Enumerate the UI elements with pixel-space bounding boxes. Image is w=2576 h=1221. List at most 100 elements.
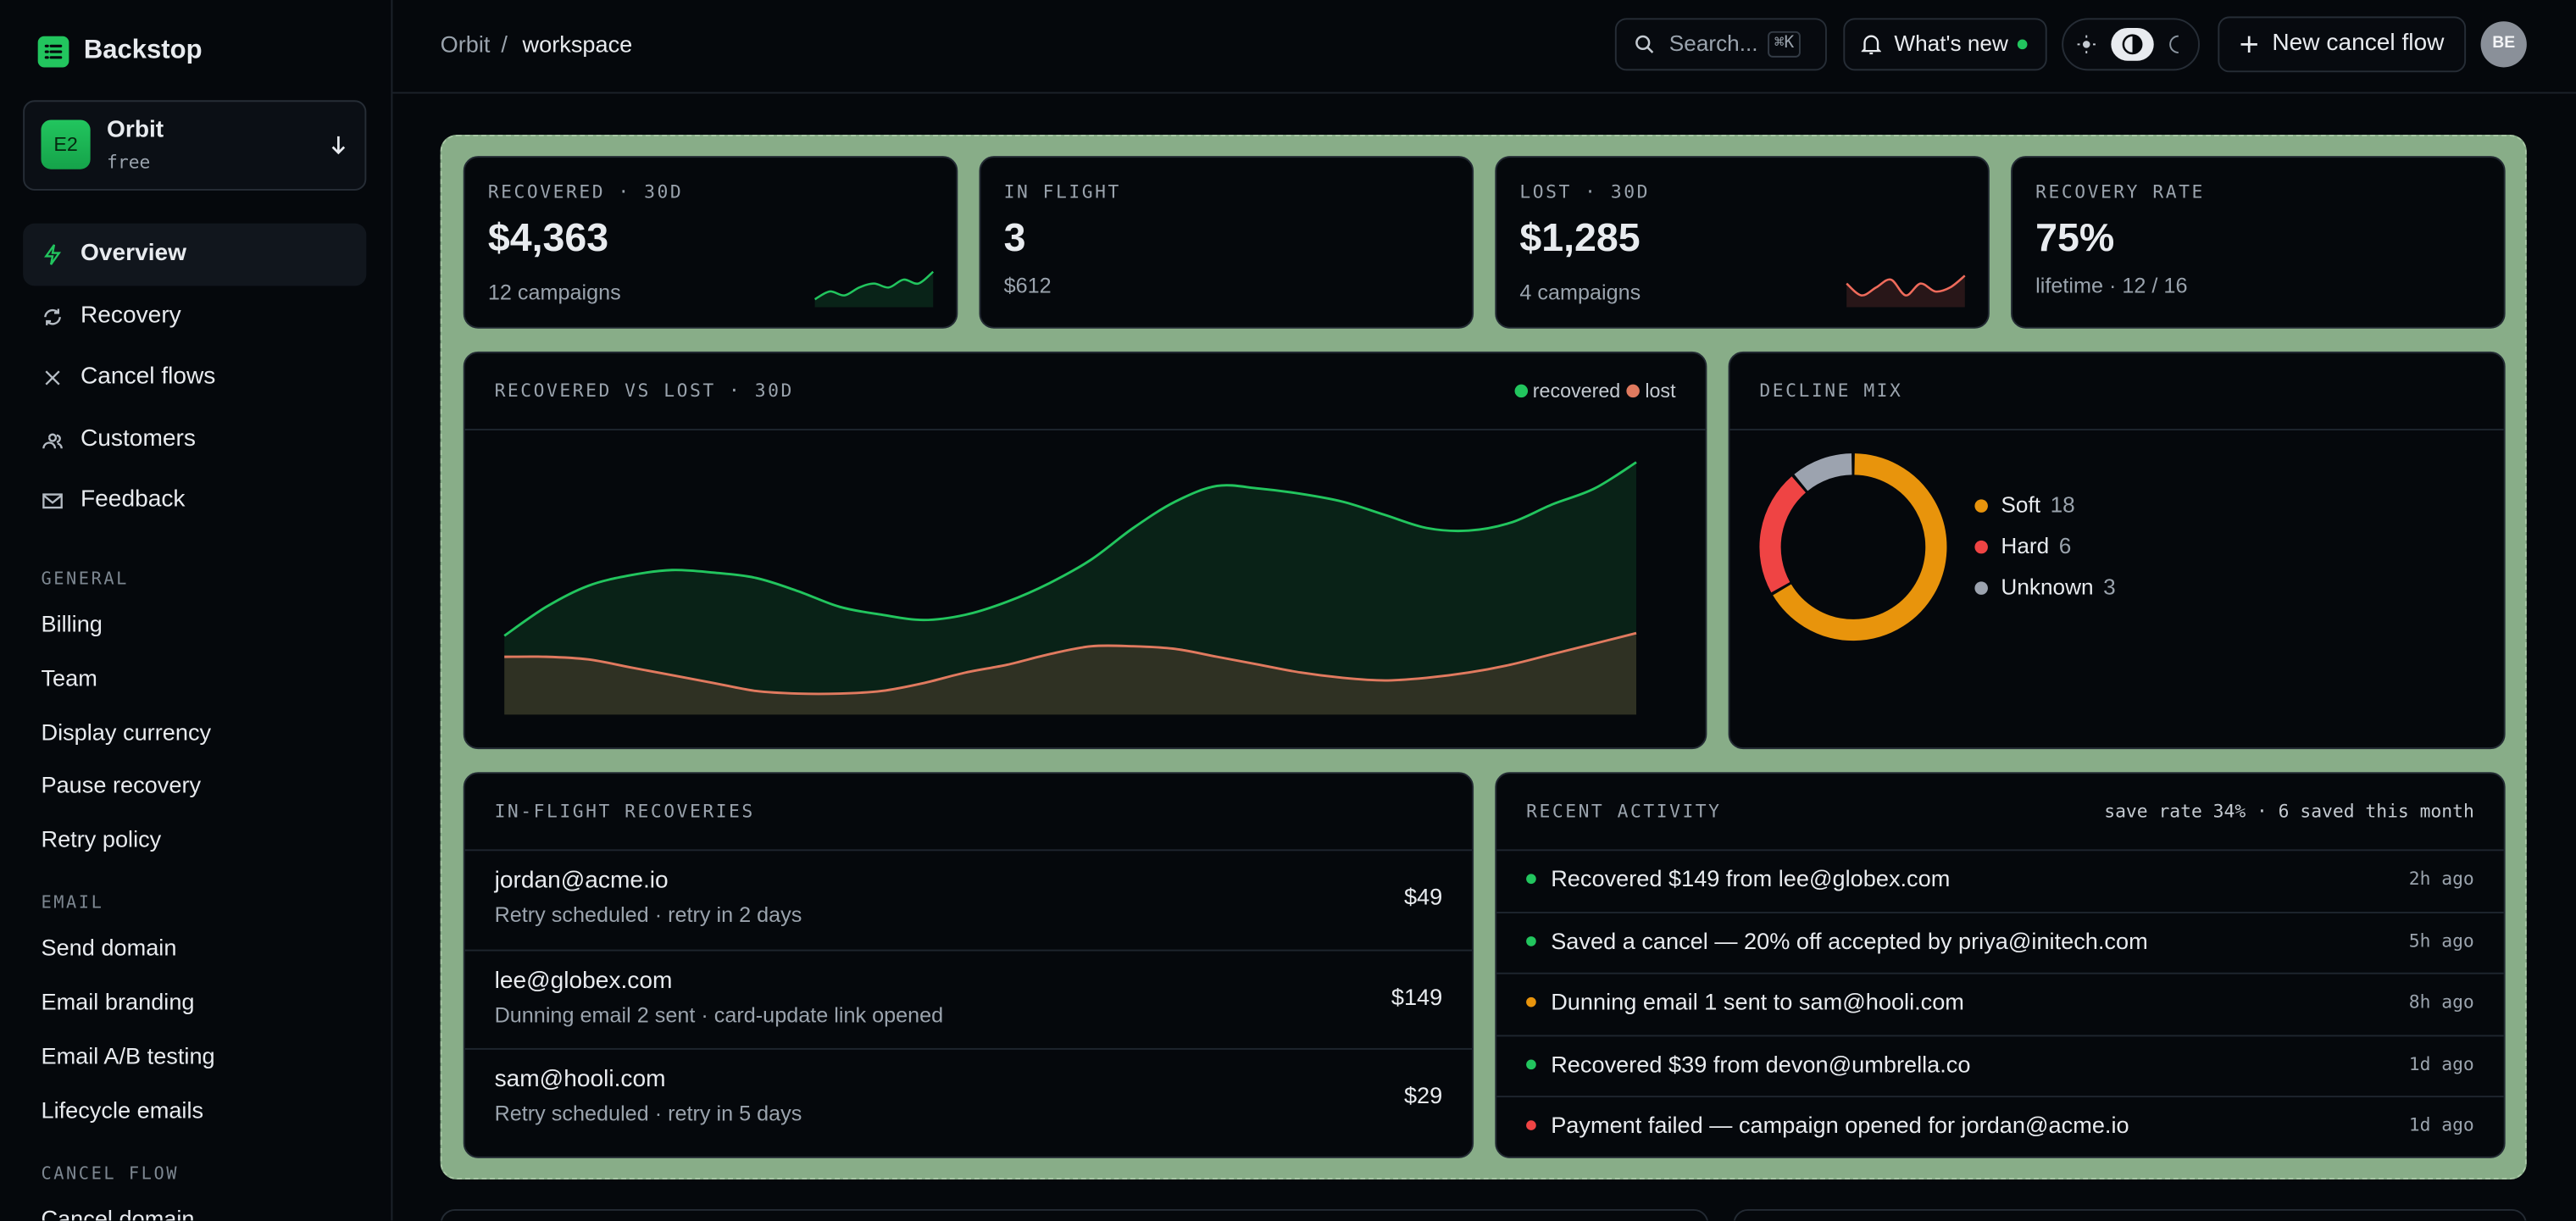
- legend-swatch: [1974, 581, 1988, 595]
- inflight-detail: Dunning email 2 sent · card-update link …: [494, 1002, 944, 1027]
- nav-icon-shape: [42, 493, 63, 509]
- inflight-email[interactable]: lee@globex.com: [494, 967, 673, 994]
- legend-value: 18: [2050, 492, 2075, 518]
- activity-text: Recovered $39 from devon@umbrella.co: [1551, 1050, 1971, 1077]
- nav-item[interactable]: Cancel flows: [80, 364, 216, 391]
- activity-summary: save rate 34% · 6 saved this month: [2104, 800, 2474, 823]
- workspace-switcher[interactable]: [23, 100, 367, 191]
- workspace-plan: free: [107, 152, 151, 174]
- plus-icon: [2240, 36, 2257, 53]
- card-partial: [1733, 1208, 2527, 1221]
- inflight-detail: Retry scheduled · retry in 2 days: [494, 902, 802, 927]
- kpi-value: 3: [1003, 216, 1026, 261]
- legend-label: Unknown: [2001, 574, 2094, 600]
- nav-item[interactable]: Overview: [80, 240, 187, 267]
- inflight-email[interactable]: jordan@acme.io: [494, 868, 669, 895]
- activity-time: 2h ago: [2408, 868, 2474, 890]
- user-initials: BE: [2492, 34, 2516, 53]
- nav-icon: [44, 308, 61, 325]
- inflight-email[interactable]: sam@hooli.com: [494, 1066, 666, 1093]
- kpi-value: $1,285: [1519, 216, 1641, 261]
- nav-icon-shape: [44, 244, 62, 265]
- light-icon[interactable]: [2077, 35, 2096, 54]
- search-icon: [1635, 35, 1654, 53]
- legend-swatch: [1514, 384, 1528, 398]
- status-dot: [1526, 1121, 1536, 1131]
- nav-item[interactable]: Pause recovery: [41, 772, 202, 799]
- divider: [1496, 911, 2504, 913]
- divider: [1496, 849, 2504, 852]
- logo-icon: [37, 36, 69, 68]
- kpi-value: $4,363: [487, 216, 609, 261]
- kpi-sub: 4 campaigns: [1519, 279, 1641, 305]
- section-title: GENERAL: [41, 569, 129, 590]
- breadcrumb-current: workspace: [522, 31, 633, 58]
- kpi-sub: 12 campaigns: [487, 279, 621, 305]
- nav-item[interactable]: Recovery: [80, 302, 181, 330]
- nav-item[interactable]: Team: [41, 664, 97, 691]
- nav-item[interactable]: Cancel domain: [41, 1204, 195, 1221]
- inflight-detail: Retry scheduled · retry in 5 days: [494, 1101, 802, 1126]
- kpi-card: [979, 156, 1474, 329]
- nav-item-active-bg[interactable]: [23, 223, 367, 286]
- kpi-value: 75%: [2035, 216, 2115, 261]
- nav-item[interactable]: Send domain: [41, 934, 177, 961]
- inflight-title: IN-FLIGHT RECOVERIES: [494, 800, 755, 823]
- whats-new-button[interactable]: [1843, 18, 2047, 71]
- nav-item[interactable]: Email branding: [41, 988, 195, 1015]
- breadcrumb-parent[interactable]: Orbit: [440, 31, 491, 58]
- user-avatar[interactable]: [2480, 21, 2527, 68]
- status-dot: [1526, 997, 1536, 1007]
- divider: [1496, 973, 2504, 975]
- nav-item[interactable]: Feedback: [80, 486, 186, 513]
- status-dot: [1526, 1059, 1536, 1069]
- kpi-sub: $612: [1003, 273, 1052, 298]
- nav-item[interactable]: Email A/B testing: [41, 1041, 215, 1068]
- activity-text: Dunning email 1 sent to sam@hooli.com: [1551, 988, 1964, 1015]
- divider: [464, 948, 1473, 951]
- workspace-badge-bg: [41, 119, 91, 169]
- new-cancel-flow-label: New cancel flow: [2272, 30, 2445, 57]
- nav-item[interactable]: Lifecycle emails: [41, 1096, 204, 1123]
- nav-item[interactable]: Display currency: [41, 718, 212, 745]
- topbar: Orbit / workspace Search... ⌘K What's ne…: [392, 0, 2576, 94]
- chart-card: [463, 351, 1707, 750]
- kpi-label: RECOVERED · 30D: [487, 181, 684, 203]
- activity-text: Payment failed — campaign opened for jor…: [1551, 1112, 2129, 1139]
- card-partial: [440, 1208, 1709, 1221]
- legend-value: 3: [2103, 574, 2116, 600]
- new-cancel-flow-button[interactable]: [2218, 16, 2467, 73]
- status-dot: [1526, 874, 1536, 885]
- dark-icon[interactable]: [2165, 35, 2185, 54]
- nav-icon: [42, 433, 63, 449]
- divider: [464, 429, 1706, 430]
- nav-icon-shape: [44, 308, 61, 325]
- inflight-amount: $149: [1391, 982, 1443, 1009]
- activity-text: Saved a cancel — 20% off accepted by pri…: [1551, 926, 2148, 953]
- nav-item[interactable]: Retry policy: [41, 825, 162, 852]
- kpi-card: [2011, 156, 2506, 329]
- kpi-card: [1495, 156, 1990, 329]
- chart-title: DECLINE MIX: [1759, 380, 1903, 402]
- legend-label: Hard: [2001, 533, 2050, 559]
- kpi-label: IN FLIGHT: [1003, 181, 1121, 203]
- nav-item[interactable]: Customers: [80, 425, 196, 452]
- switch-icon: [331, 136, 346, 155]
- activity-text: Recovered $149 from lee@globex.com: [1551, 864, 1951, 891]
- new-indicator: [2017, 39, 2028, 50]
- legend-label: Soft: [2001, 492, 2040, 518]
- legend-label: recovered: [1532, 379, 1621, 402]
- nav-icon: [42, 493, 63, 509]
- kpi-sub: lifetime · 12 / 16: [2035, 273, 2188, 298]
- brand: Backstop: [83, 36, 203, 65]
- workspace-badge: E2: [53, 132, 78, 156]
- legend-label: lost: [1645, 379, 1676, 402]
- search-box[interactable]: [1614, 18, 1827, 71]
- nav-icon: [44, 244, 62, 265]
- nav-icon-shape: [42, 433, 63, 449]
- divider: [1496, 1035, 2504, 1036]
- nav-icon: [45, 370, 60, 386]
- activity-card: [1495, 772, 2506, 1158]
- nav-item[interactable]: Billing: [41, 610, 103, 637]
